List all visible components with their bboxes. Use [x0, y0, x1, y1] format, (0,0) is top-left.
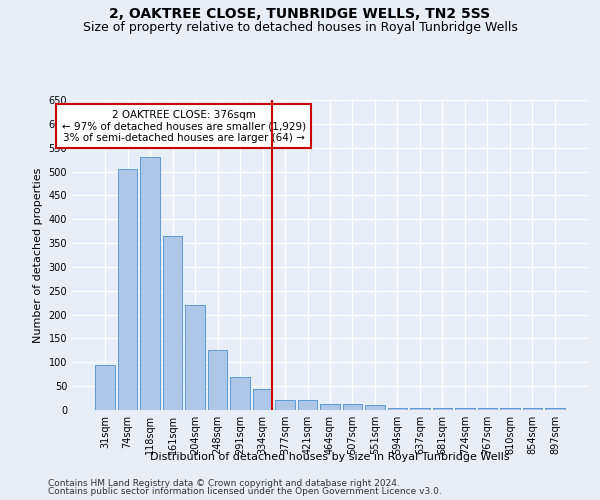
Y-axis label: Number of detached properties: Number of detached properties — [33, 168, 43, 342]
Bar — [478, 408, 497, 410]
Bar — [410, 408, 430, 410]
Bar — [388, 408, 407, 410]
Bar — [208, 350, 227, 410]
Text: Size of property relative to detached houses in Royal Tunbridge Wells: Size of property relative to detached ho… — [83, 21, 517, 34]
Bar — [140, 157, 160, 410]
Text: 2 OAKTREE CLOSE: 376sqm
← 97% of detached houses are smaller (1,929)
3% of semi-: 2 OAKTREE CLOSE: 376sqm ← 97% of detache… — [62, 110, 306, 142]
Bar — [343, 404, 362, 410]
Bar — [365, 405, 385, 410]
Text: Contains public sector information licensed under the Open Government Licence v3: Contains public sector information licen… — [48, 487, 442, 496]
Bar — [185, 305, 205, 410]
Bar — [163, 236, 182, 410]
Bar — [433, 408, 452, 410]
Bar — [320, 404, 340, 410]
Bar — [95, 364, 115, 410]
Text: Distribution of detached houses by size in Royal Tunbridge Wells: Distribution of detached houses by size … — [150, 452, 510, 462]
Bar — [500, 408, 520, 410]
Bar — [253, 388, 272, 410]
Bar — [545, 408, 565, 410]
Bar — [230, 376, 250, 410]
Bar — [455, 408, 475, 410]
Bar — [118, 169, 137, 410]
Bar — [275, 400, 295, 410]
Bar — [523, 408, 542, 410]
Bar — [298, 400, 317, 410]
Text: 2, OAKTREE CLOSE, TUNBRIDGE WELLS, TN2 5SS: 2, OAKTREE CLOSE, TUNBRIDGE WELLS, TN2 5… — [109, 8, 491, 22]
Text: Contains HM Land Registry data © Crown copyright and database right 2024.: Contains HM Land Registry data © Crown c… — [48, 478, 400, 488]
